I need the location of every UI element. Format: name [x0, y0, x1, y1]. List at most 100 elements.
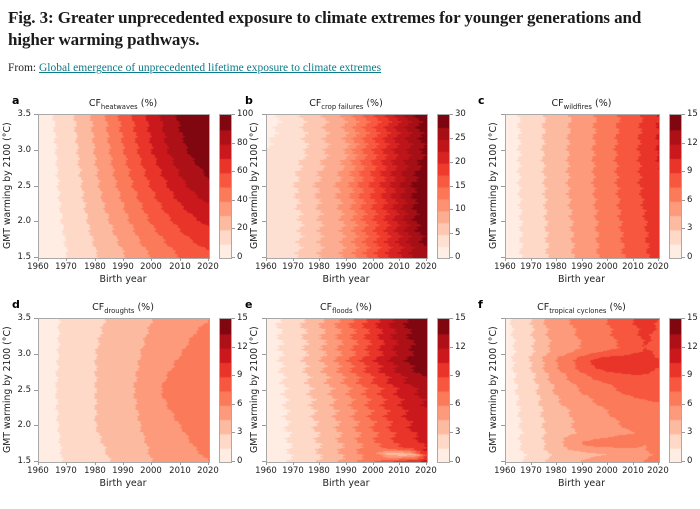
- y-tick-mark: [501, 221, 505, 222]
- colorbar: [669, 114, 682, 259]
- x-tick-mark: [373, 258, 374, 261]
- colorbar-tick-mark: [232, 114, 235, 115]
- x-tick-label: 2020: [197, 262, 219, 272]
- x-tick-mark: [38, 462, 39, 465]
- colorbar-tick-mark: [682, 114, 685, 115]
- x-tick-mark: [66, 462, 67, 465]
- colorbar-tick-label: 9: [687, 166, 693, 176]
- y-tick-mark: [501, 114, 505, 115]
- y-tick-label: 1.5: [17, 252, 31, 262]
- colorbar-tick-mark: [232, 228, 235, 229]
- panel-title: CFheatwaves (%): [38, 98, 208, 111]
- x-axis-label: Birth year: [322, 478, 370, 489]
- x-axis-label: Birth year: [99, 274, 147, 285]
- source-prefix: From:: [8, 62, 39, 75]
- panel-title-suffix: (%): [606, 302, 626, 313]
- colorbar-tick-label: 0: [237, 456, 243, 466]
- x-tick-mark: [66, 258, 67, 261]
- colorbar: [219, 114, 232, 259]
- x-tick-label: 2000: [596, 466, 618, 476]
- contour-panel-a: a CFheatwaves (%) GMT warming by 2100 (°…: [0, 92, 253, 296]
- colorbar-tick-label: 100: [237, 109, 254, 119]
- colorbar-tick-mark: [682, 228, 685, 229]
- colorbar: [669, 318, 682, 463]
- panel-letter: e: [245, 298, 253, 311]
- x-tick-mark: [95, 258, 96, 261]
- x-tick-mark: [208, 258, 209, 261]
- y-tick-mark: [262, 318, 266, 319]
- contour-plot: [38, 318, 210, 463]
- x-tick-label: 2000: [140, 262, 162, 272]
- colorbar-tick-mark: [450, 233, 453, 234]
- x-tick-label: 2010: [622, 466, 644, 476]
- colorbar: [437, 318, 450, 463]
- colorbar-tick-label: 10: [455, 204, 466, 214]
- x-tick-mark: [346, 258, 347, 261]
- x-tick-label: 1980: [545, 262, 567, 272]
- panel-title-prefix: CF: [537, 302, 550, 313]
- x-tick-label: 1980: [545, 466, 567, 476]
- contour-panel-c: c CFwildfires (%) GMT warming by 2100 (°…: [466, 92, 700, 296]
- panel-title-subscript: crop failures: [321, 102, 364, 111]
- panel-title-suffix: (%): [352, 302, 373, 313]
- colorbar-tick-mark: [450, 318, 453, 319]
- y-tick-mark: [501, 318, 505, 319]
- panel-title: CFcrop failures (%): [266, 98, 426, 111]
- x-tick-mark: [531, 258, 532, 261]
- y-tick-mark: [34, 390, 38, 391]
- x-tick-mark: [505, 462, 506, 465]
- colorbar-tick-mark: [450, 404, 453, 405]
- colorbar-tick-label: 0: [455, 252, 461, 262]
- y-tick-mark: [34, 257, 38, 258]
- panel-title-prefix: CF: [92, 302, 105, 313]
- y-tick-mark: [501, 257, 505, 258]
- y-tick-label: 3.0: [17, 145, 31, 155]
- colorbar-tick-mark: [450, 461, 453, 462]
- x-tick-label: 1980: [308, 466, 330, 476]
- x-tick-label: 1960: [494, 262, 516, 272]
- contour-plot: [505, 318, 660, 463]
- colorbar-tick-label: 6: [687, 399, 693, 409]
- x-tick-mark: [266, 462, 267, 465]
- colorbar-tick-label: 12: [687, 138, 698, 148]
- x-tick-label: 1960: [255, 466, 277, 476]
- x-tick-mark: [319, 258, 320, 261]
- colorbar-tick-mark: [450, 347, 453, 348]
- panel-letter: c: [478, 94, 485, 107]
- colorbar-tick-mark: [682, 171, 685, 172]
- contour-panel-b: b CFcrop failures (%) GMT warming by 210…: [233, 92, 466, 296]
- x-tick-mark: [399, 258, 400, 261]
- panel-title-subscript: floods: [332, 306, 353, 315]
- x-tick-label: 1990: [571, 466, 593, 476]
- colorbar: [219, 318, 232, 463]
- x-tick-label: 1960: [494, 466, 516, 476]
- x-tick-label: 1970: [55, 466, 77, 476]
- x-tick-label: 2010: [169, 466, 191, 476]
- panel-title: CFtropical cyclones (%): [505, 302, 658, 315]
- x-tick-label: 1970: [282, 262, 304, 272]
- colorbar-tick-mark: [232, 171, 235, 172]
- x-tick-label: 2000: [362, 262, 384, 272]
- contour-plot: [505, 114, 660, 259]
- y-tick-mark: [262, 461, 266, 462]
- panel-title-prefix: CF: [319, 302, 333, 313]
- colorbar-tick-label: 9: [455, 370, 461, 380]
- panel-letter: d: [12, 298, 20, 311]
- colorbar-tick-mark: [232, 461, 235, 462]
- x-tick-label: 1990: [335, 466, 357, 476]
- colorbar-tick-label: 0: [455, 456, 461, 466]
- y-tick-mark: [501, 354, 505, 355]
- colorbar-tick-mark: [450, 114, 453, 115]
- source-link[interactable]: Global emergence of unprecedented lifeti…: [39, 62, 382, 75]
- x-tick-mark: [123, 258, 124, 261]
- x-tick-label: 2020: [197, 466, 219, 476]
- x-tick-label: 2020: [415, 262, 437, 272]
- colorbar-tick-label: 6: [237, 399, 243, 409]
- x-tick-label: 2010: [388, 262, 410, 272]
- x-tick-label: 1970: [520, 466, 542, 476]
- x-tick-mark: [151, 462, 152, 465]
- y-axis-label: GMT warming by 2100 (°C): [488, 326, 499, 453]
- colorbar-tick-mark: [450, 209, 453, 210]
- x-tick-label: 1980: [84, 466, 106, 476]
- x-tick-label: 1990: [112, 262, 134, 272]
